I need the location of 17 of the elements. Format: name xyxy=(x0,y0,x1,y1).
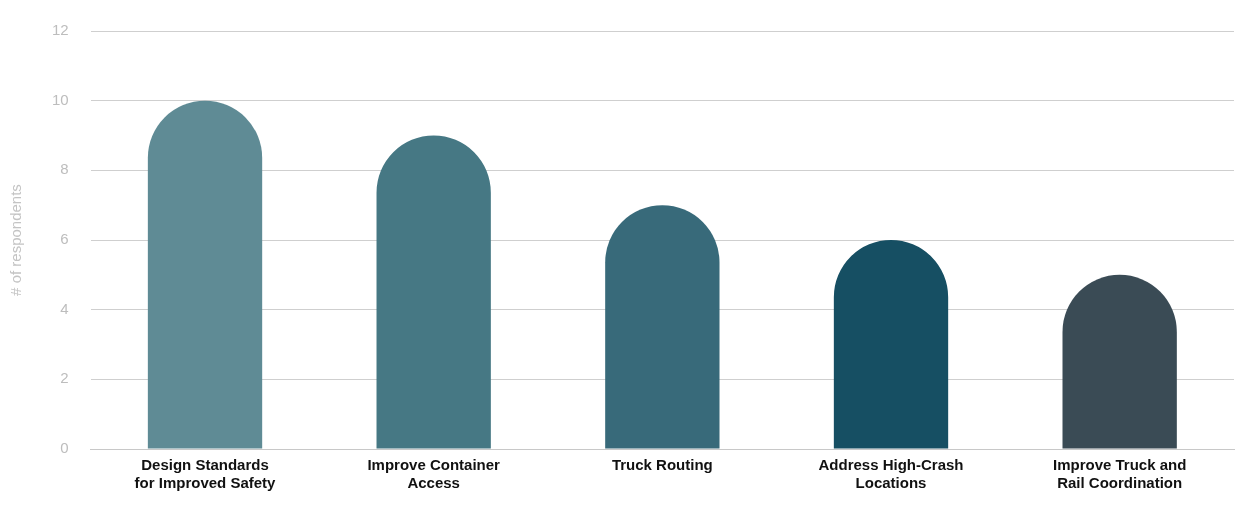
x-tick-label: Improve Truck and Rail Coordination xyxy=(1052,456,1187,492)
bar xyxy=(147,100,263,449)
y-axis-title: # of respondents xyxy=(7,184,25,296)
y-tick-label: 2 xyxy=(60,369,69,387)
y-tick-label: 4 xyxy=(60,299,69,317)
bar xyxy=(605,205,720,449)
x-tick-label: Address High-Crash Locations xyxy=(818,456,964,492)
bar xyxy=(833,240,949,449)
x-tick-label: Design Standards for Improved Safety xyxy=(134,456,277,492)
y-tick-label: 10 xyxy=(52,90,69,108)
y-tick-label: 0 xyxy=(60,439,69,457)
x-tick-label: Truck Routing xyxy=(611,456,713,474)
y-tick-label: 12 xyxy=(52,21,69,39)
x-tick-label: Improve Container Access xyxy=(367,456,501,492)
bar xyxy=(376,135,491,449)
y-tick-label: 6 xyxy=(60,230,69,248)
y-tick-label: 8 xyxy=(60,160,69,178)
